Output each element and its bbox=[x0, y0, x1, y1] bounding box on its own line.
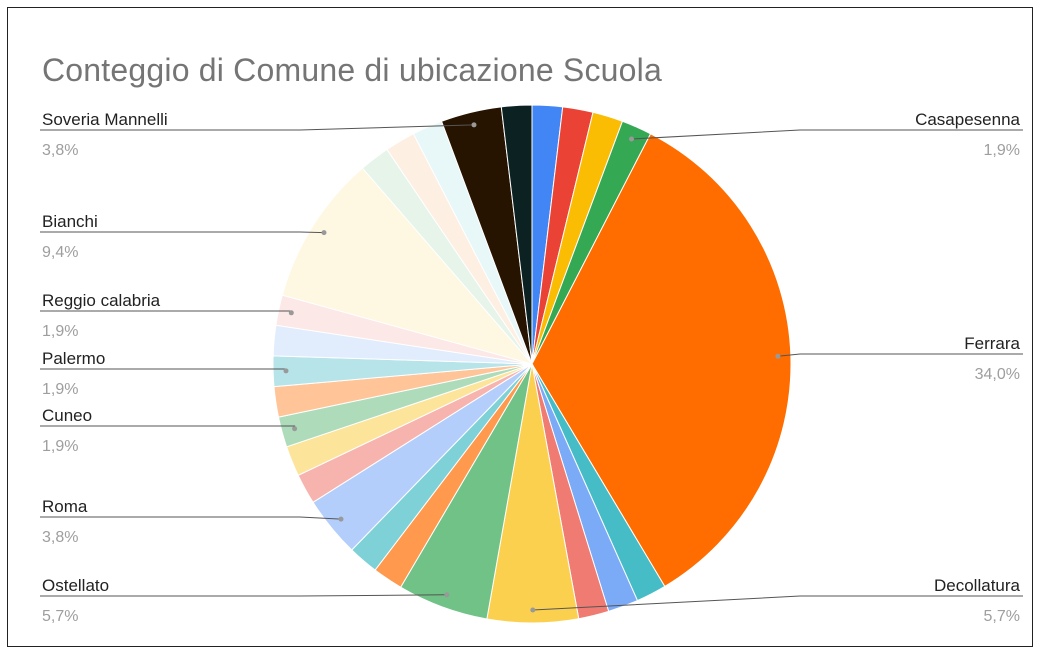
label-value-ostellato: 5,7% bbox=[42, 608, 78, 625]
label-name-soveria-mannelli: Soveria Mannelli bbox=[42, 110, 168, 129]
label-name-cuneo: Cuneo bbox=[42, 406, 92, 425]
leader-line-decollatura bbox=[532, 595, 1023, 611]
label-value-casapesenna: 1,9% bbox=[984, 142, 1020, 159]
label-value-soveria-mannelli: 3,8% bbox=[42, 142, 78, 159]
pie-slice-bianchi bbox=[281, 167, 534, 365]
label-name-casapesenna: Casapesenna bbox=[915, 110, 1020, 129]
leader-dot-cuneo bbox=[292, 426, 298, 432]
label-name-reggio-calabria: Reggio calabria bbox=[42, 291, 161, 310]
pie-slice-ferrara bbox=[531, 133, 792, 588]
leader-line-reggio-calabria bbox=[40, 310, 292, 313]
leader-line-soveria-mannelli bbox=[40, 124, 475, 131]
label-value-cuneo: 1,9% bbox=[42, 438, 78, 455]
leader-dot-palermo bbox=[283, 368, 289, 374]
label-name-palermo: Palermo bbox=[42, 349, 105, 368]
leader-line-casapesenna bbox=[631, 129, 1023, 140]
leader-line-ferrara bbox=[777, 353, 1023, 357]
leader-dot-soveria-mannelli bbox=[471, 122, 477, 128]
leader-dot-casapesenna bbox=[629, 136, 634, 142]
leader-line-cuneo bbox=[40, 425, 296, 429]
leader-line-bianchi bbox=[40, 231, 325, 234]
label-value-palermo: 1,9% bbox=[42, 381, 78, 398]
leader-dot-decollatura bbox=[530, 607, 536, 613]
label-value-roma: 3,8% bbox=[42, 529, 78, 546]
label-name-bianchi: Bianchi bbox=[42, 212, 98, 231]
pie-slice-26 bbox=[500, 104, 533, 365]
label-value-reggio-calabria: 1,9% bbox=[42, 323, 78, 340]
leader-dot-reggio-calabria bbox=[288, 310, 294, 316]
leader-dot-roma bbox=[338, 516, 344, 522]
label-value-bianchi: 9,4% bbox=[42, 244, 78, 261]
chart-title: Conteggio di Comune di ubicazione Scuola bbox=[42, 52, 662, 88]
leader-line-palermo bbox=[40, 368, 287, 371]
label-value-decollatura: 5,7% bbox=[984, 608, 1020, 625]
label-name-ostellato: Ostellato bbox=[42, 576, 109, 595]
leader-dot-ostellato bbox=[444, 592, 450, 598]
label-name-roma: Roma bbox=[42, 497, 88, 516]
label-name-ferrara: Ferrara bbox=[964, 334, 1020, 353]
leader-line-ostellato bbox=[40, 594, 447, 597]
leader-dot-ferrara bbox=[775, 353, 781, 359]
label-value-ferrara: 34,0% bbox=[975, 366, 1020, 383]
leader-dot-bianchi bbox=[321, 230, 327, 236]
leader-line-roma bbox=[40, 516, 342, 520]
label-name-decollatura: Decollatura bbox=[934, 576, 1021, 595]
